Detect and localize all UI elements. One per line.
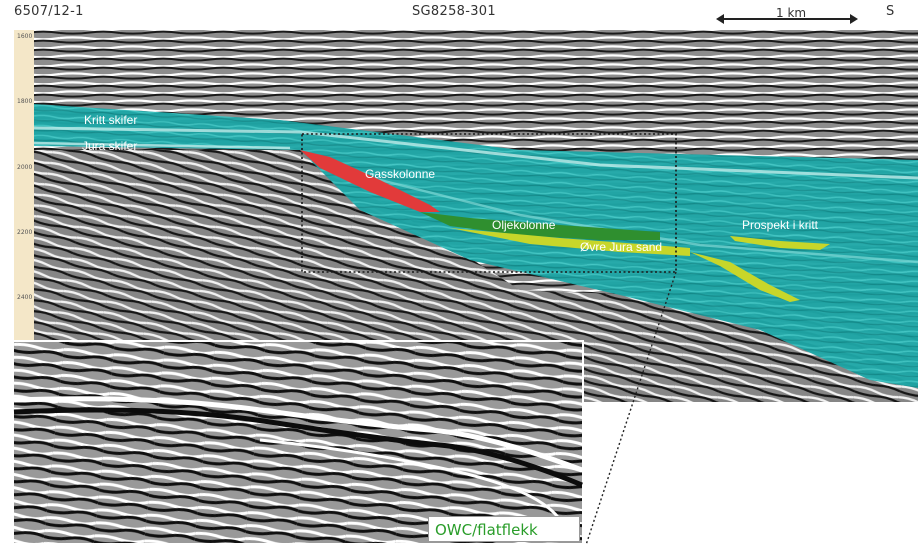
label-kritt-skifer: Kritt skifer bbox=[84, 113, 137, 127]
label-ovre-jura-sand: Øvre Jura sand bbox=[580, 240, 662, 254]
gas-column bbox=[300, 150, 440, 212]
seismic-line-name: SG8258-301 bbox=[412, 4, 496, 19]
label-prospekt-i-kritt: Prospekt i kritt bbox=[742, 218, 819, 232]
well-name: 6507/12-1 bbox=[14, 4, 84, 19]
scale-bar-line bbox=[720, 18, 854, 20]
direction-label: S bbox=[886, 4, 895, 19]
zoom-frame bbox=[301, 133, 677, 273]
depth-tick: 1600 bbox=[17, 33, 32, 40]
prospect-in-chalk bbox=[730, 236, 830, 250]
inset-reflector-dark bbox=[13, 407, 583, 488]
scale-arrow-left-icon bbox=[716, 14, 724, 24]
inset-flat-spot bbox=[259, 438, 562, 521]
inset-leader-line bbox=[585, 271, 677, 546]
depth-axis bbox=[14, 30, 34, 402]
label-oljekolonne: Oljekolonne bbox=[492, 218, 556, 232]
label-jura-skifer: Jura skifer bbox=[82, 139, 137, 153]
label-gasskolonne: Gasskolonne bbox=[365, 167, 435, 181]
scale-bar-label: 1 km bbox=[776, 6, 807, 20]
owc-flatflekk-label: OWC/flatflekk bbox=[428, 516, 580, 542]
shale-band-lower bbox=[33, 141, 291, 150]
upper-jurassic-sand bbox=[450, 228, 690, 256]
depth-tick: 2000 bbox=[17, 164, 32, 171]
shale-body bbox=[34, 104, 918, 388]
scale-bar: 1 km bbox=[716, 6, 858, 26]
sand-wedge bbox=[690, 252, 800, 302]
dipping-reflectors bbox=[34, 150, 918, 402]
scale-arrow-right-icon bbox=[850, 14, 858, 24]
shale-band-upper bbox=[33, 126, 918, 180]
inset-zoom-panel bbox=[12, 340, 584, 545]
depth-tick: 1800 bbox=[17, 98, 32, 105]
oil-column bbox=[420, 212, 660, 240]
depth-tick-labels: 1600 1800 2000 2200 2400 bbox=[17, 33, 32, 301]
inset-reflector-bright bbox=[13, 396, 583, 473]
depth-tick: 2400 bbox=[17, 294, 32, 301]
depth-tick: 2200 bbox=[17, 229, 32, 236]
inset-seismic bbox=[14, 342, 582, 543]
